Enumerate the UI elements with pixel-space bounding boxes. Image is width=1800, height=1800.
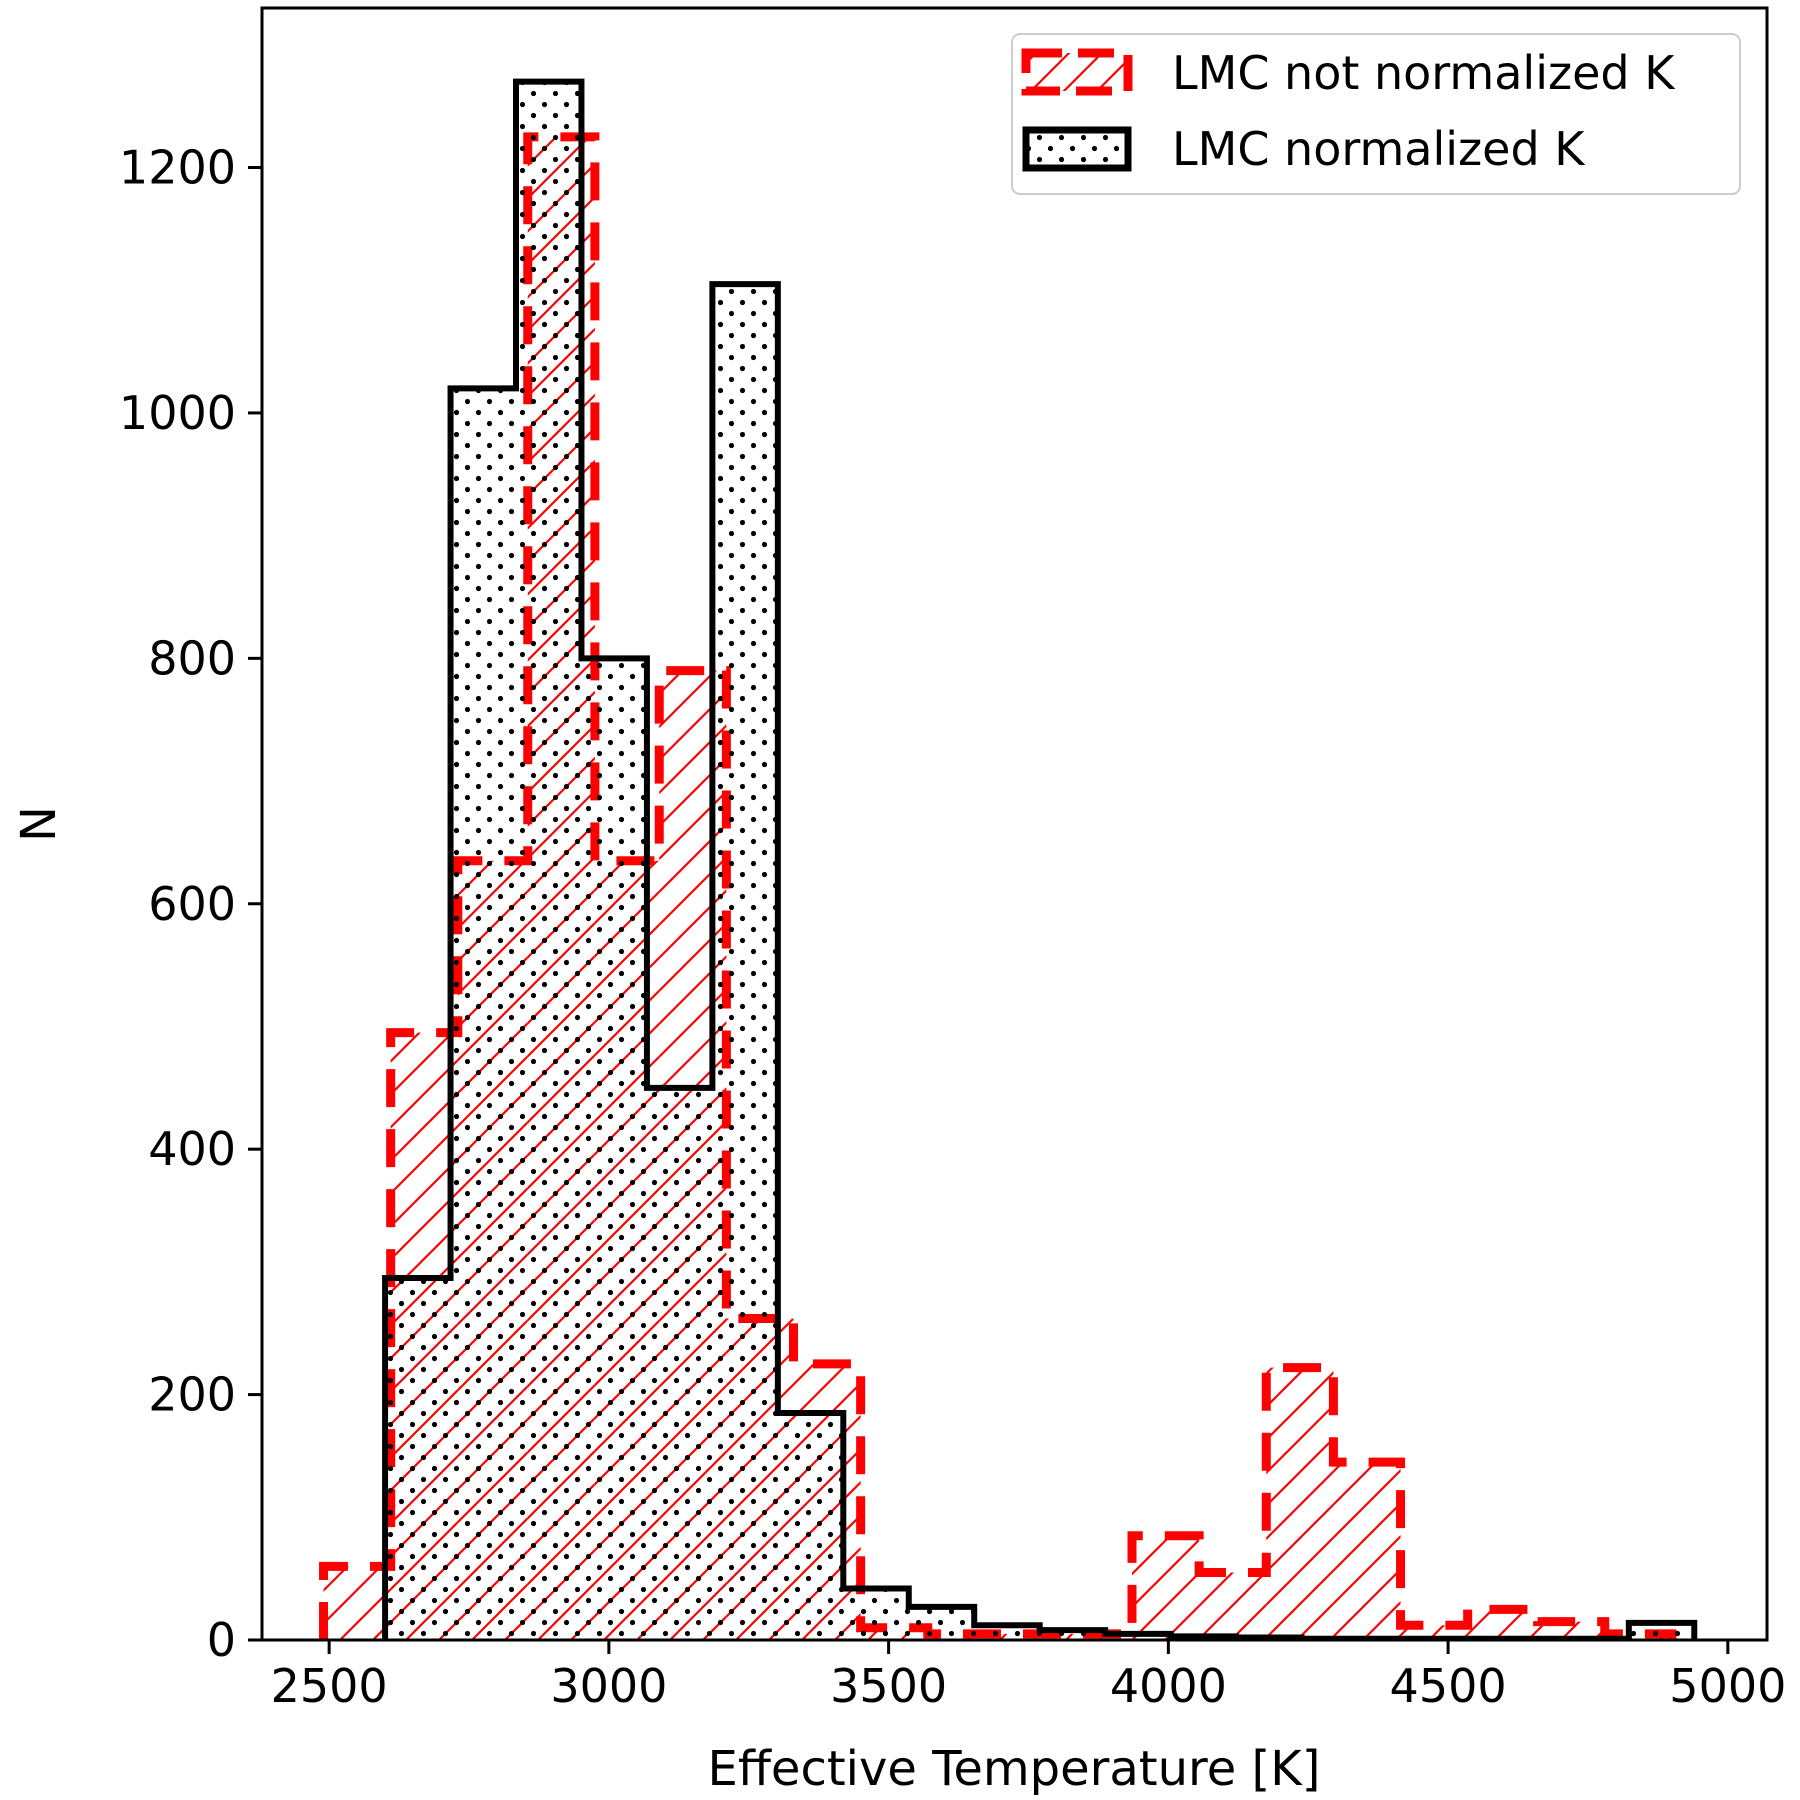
histogram-bar <box>1333 1462 1401 1640</box>
y-tick-label: 0 <box>207 1613 236 1667</box>
legend: LMC not normalized K LMC normalized K <box>1011 33 1741 195</box>
histogram-layer <box>319 78 1698 1640</box>
legend-box <box>1011 33 1741 195</box>
legend-swatch-not-normalized <box>1021 48 1133 96</box>
x-tick-label: 5000 <box>1669 1659 1786 1713</box>
histogram-bar <box>908 1606 975 1640</box>
y-tick-label: 1200 <box>119 141 236 195</box>
legend-label-normalized: LMC normalized K <box>1172 122 1586 176</box>
x-tick-label: 4000 <box>1110 1659 1227 1713</box>
histogram-bar <box>1467 1609 1538 1640</box>
histogram-bar <box>712 284 778 1640</box>
histogram-bar <box>843 1588 909 1640</box>
y-axis-label: N <box>11 806 67 842</box>
histogram-bar <box>516 81 582 1640</box>
y-tick-label: 800 <box>148 631 236 685</box>
histogram-bar <box>1105 1633 1171 1640</box>
histogram-bar <box>1199 1572 1267 1640</box>
histogram-bar <box>581 658 647 1640</box>
histogram-bar <box>1039 1630 1106 1640</box>
histogram-bar <box>385 1278 451 1640</box>
legend-label-not-normalized: LMC not normalized K <box>1172 46 1676 100</box>
x-axis: 2500 3000 3500 4000 4500 5000 <box>271 1640 1786 1713</box>
plot-frame <box>260 6 1769 1642</box>
y-tick-label: 400 <box>148 1122 236 1176</box>
histogram-bar <box>323 1566 391 1640</box>
histogram-bar <box>1266 1367 1334 1640</box>
histogram-bar <box>1628 1622 1695 1640</box>
histogram-bar <box>646 1087 713 1640</box>
x-tick-label: 2500 <box>271 1659 388 1713</box>
x-tick-label: 4500 <box>1390 1659 1507 1713</box>
histogram-bar <box>974 1625 1040 1640</box>
histogram-bar <box>777 1412 844 1640</box>
x-tick-label: 3000 <box>550 1659 667 1713</box>
legend-swatch-normalized <box>1022 126 1132 172</box>
y-axis: 0 200 400 600 800 1000 1200 <box>119 141 262 1667</box>
x-tick-label: 3500 <box>830 1659 947 1713</box>
x-axis-label: Effective Temperature [K] <box>708 1741 1321 1797</box>
histogram-bar <box>1131 1535 1200 1640</box>
histogram-bar <box>450 388 517 1640</box>
y-tick-label: 600 <box>148 877 236 931</box>
histogram-bar <box>1537 1621 1605 1640</box>
y-tick-label: 1000 <box>119 386 236 440</box>
y-tick-label: 200 <box>148 1368 236 1422</box>
